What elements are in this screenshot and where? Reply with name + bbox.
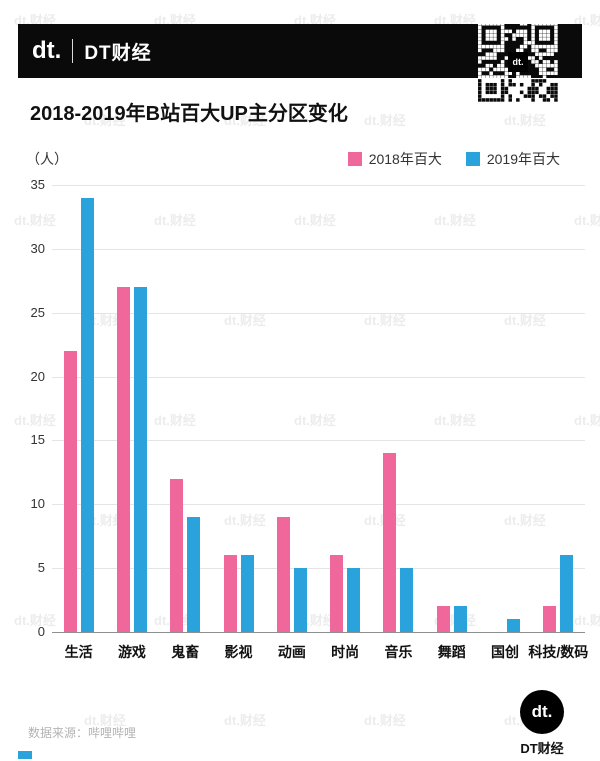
x-label-鬼畜: 鬼畜 <box>171 644 200 660</box>
y-tick-0: 0 <box>37 624 45 639</box>
brand-name: DT财经 <box>84 42 152 64</box>
x-label-生活: 生活 <box>64 644 93 660</box>
qr-center-logo: dt. <box>508 52 528 72</box>
y-tick-15: 15 <box>30 432 45 448</box>
bar-2018年百大-时尚 <box>330 555 344 632</box>
bar-2019年百大-国创 <box>507 619 521 632</box>
y-tick-25: 25 <box>30 304 45 320</box>
gridline-20 <box>52 376 585 378</box>
legend-label-2018: 2018年百大 <box>368 151 442 167</box>
bar-2018年百大-生活 <box>63 351 77 632</box>
bar-2019年百大-游戏 <box>133 287 147 632</box>
footer-brand-name: DT财经 <box>520 741 564 756</box>
bar-2018年百大-动画 <box>276 517 290 632</box>
x-label-影视: 影视 <box>224 644 253 660</box>
bar-2019年百大-舞蹈 <box>453 606 467 632</box>
y-tick-20: 20 <box>30 368 45 384</box>
gridline-5 <box>52 568 585 570</box>
gridline-35 <box>52 185 585 186</box>
bar-2019年百大-时尚 <box>347 568 361 632</box>
y-tick-35: 35 <box>30 177 45 192</box>
x-label-舞蹈: 舞蹈 <box>437 644 466 660</box>
y-axis-unit-label: （人） <box>26 151 68 167</box>
gridline-0 <box>52 632 585 633</box>
bar-2019年百大-科技/数码 <box>560 555 574 632</box>
bar-2018年百大-科技/数码 <box>543 606 557 632</box>
gridline-15 <box>52 440 585 442</box>
bar-2019年百大-影视 <box>240 555 254 632</box>
legend-label-2019: 2019年百大 <box>486 151 560 167</box>
corner-accent-mark <box>18 751 32 759</box>
gridline-30 <box>52 248 585 250</box>
x-label-音乐: 音乐 <box>384 644 413 660</box>
legend-item-2018: 2018年百大 <box>347 149 442 169</box>
bar-2019年百大-动画 <box>293 568 307 632</box>
bar-2018年百大-音乐 <box>383 453 397 632</box>
data-source: 数据来源：哔哩哔哩 <box>28 726 137 740</box>
legend: 2018年百大 2019年百大 <box>347 149 560 169</box>
x-label-科技/数码: 科技/数码 <box>528 644 589 660</box>
gridline-25 <box>52 312 585 314</box>
y-tick-30: 30 <box>30 240 45 256</box>
bar-2019年百大-生活 <box>80 197 94 632</box>
x-label-动画: 动画 <box>277 644 306 660</box>
bar-2019年百大-鬼畜 <box>187 517 201 632</box>
qr-code: dt. <box>478 22 558 102</box>
qr-modules <box>478 22 558 107</box>
dt-logo: dt. <box>32 37 62 64</box>
bar-2018年百大-舞蹈 <box>436 606 450 632</box>
y-tick-5: 5 <box>37 560 45 576</box>
legend-item-2019: 2019年百大 <box>465 149 560 169</box>
footer-dt-logo-circle: dt. <box>520 690 564 734</box>
legend-swatch-2018 <box>347 152 362 166</box>
footer-logo: dt. DT财经 <box>520 690 564 757</box>
legend-swatch-2019 <box>465 152 480 166</box>
y-tick-10: 10 <box>30 496 45 512</box>
bar-2019年百大-音乐 <box>400 568 414 632</box>
bar-2018年百大-游戏 <box>116 287 130 632</box>
logo-divider <box>72 39 74 63</box>
x-label-时尚: 时尚 <box>331 644 360 660</box>
bar-2018年百大-鬼畜 <box>170 478 184 632</box>
chart-title: 2018-2019年B站百大UP主分区变化 <box>30 103 348 125</box>
x-label-游戏: 游戏 <box>117 644 146 660</box>
bar-2018年百大-影视 <box>223 555 237 632</box>
x-label-国创: 国创 <box>491 644 520 660</box>
gridline-10 <box>52 504 585 506</box>
